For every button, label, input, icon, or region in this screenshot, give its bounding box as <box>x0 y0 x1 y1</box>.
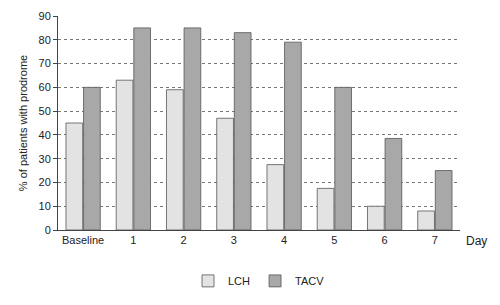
svg-text:6: 6 <box>382 234 388 246</box>
svg-text:50: 50 <box>39 105 51 117</box>
svg-text:10: 10 <box>39 200 51 212</box>
svg-text:7: 7 <box>432 234 438 246</box>
svg-text:90: 90 <box>39 10 51 22</box>
svg-text:0: 0 <box>45 224 51 236</box>
svg-text:LCH: LCH <box>228 275 250 287</box>
svg-text:% of patients with prodrome: % of patients with prodrome <box>17 55 29 191</box>
svg-text:4: 4 <box>281 234 287 246</box>
svg-text:70: 70 <box>39 57 51 69</box>
svg-text:Day: Day <box>466 234 487 248</box>
svg-text:Baseline: Baseline <box>62 234 104 246</box>
svg-text:2: 2 <box>181 234 187 246</box>
svg-text:60: 60 <box>39 81 51 93</box>
svg-text:5: 5 <box>331 234 337 246</box>
svg-text:30: 30 <box>39 153 51 165</box>
svg-text:TACV: TACV <box>295 275 324 287</box>
svg-text:3: 3 <box>231 234 237 246</box>
svg-text:20: 20 <box>39 176 51 188</box>
svg-text:1: 1 <box>130 234 136 246</box>
svg-text:80: 80 <box>39 34 51 46</box>
svg-text:40: 40 <box>39 129 51 141</box>
